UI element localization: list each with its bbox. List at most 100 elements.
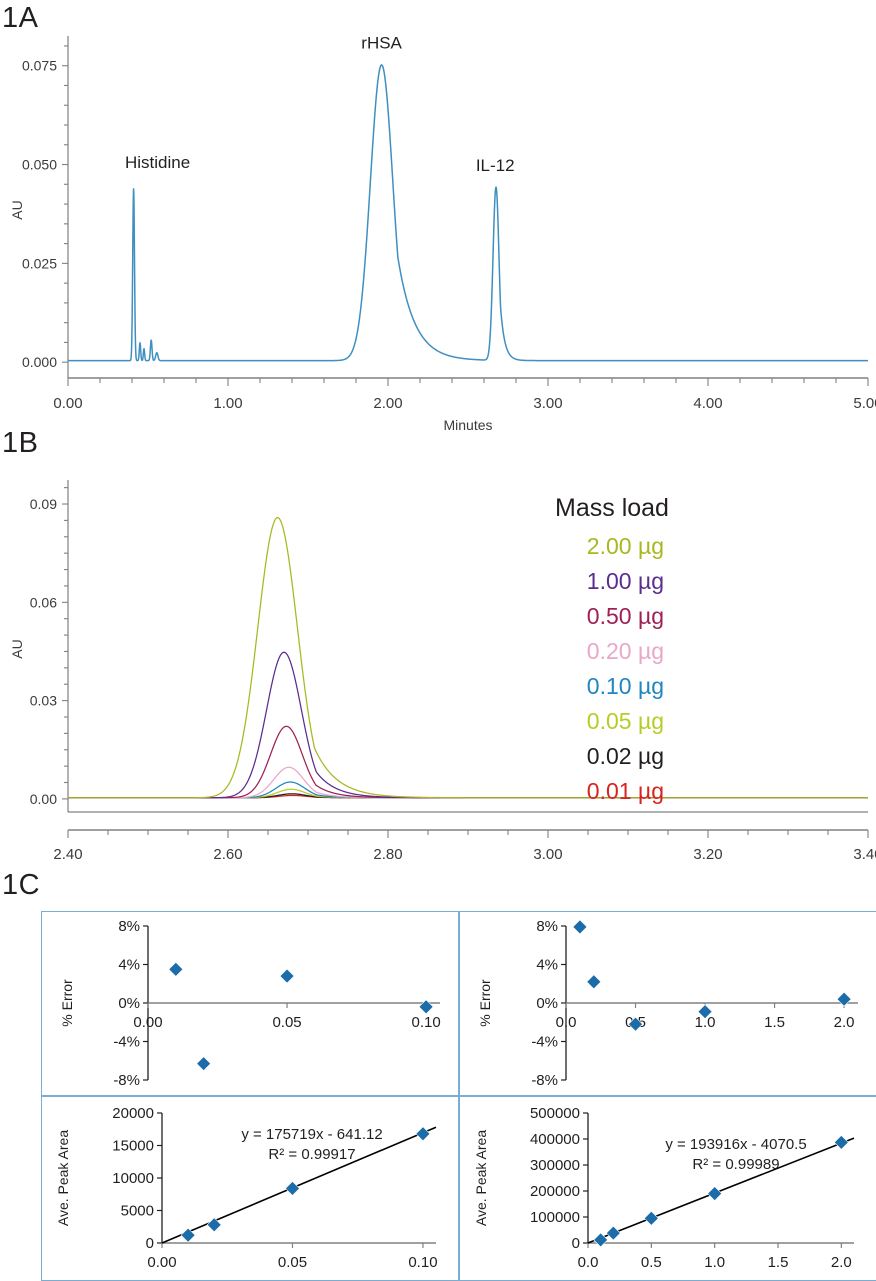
y-tick-label: 8% xyxy=(119,918,141,935)
x-tick-label: 0.0 xyxy=(555,1014,576,1031)
data-point-marker xyxy=(593,1232,607,1246)
y-tick-label: 0 xyxy=(146,1235,154,1252)
legend-item-0: 2.00 µg xyxy=(587,533,664,559)
x-tick-label-1a: 1.00 xyxy=(213,395,242,412)
x-tick-label: 0.05 xyxy=(273,1014,302,1031)
peak-label-histidine: Histidine xyxy=(125,153,190,172)
x-tick-label-1a: 3.00 xyxy=(533,395,562,412)
trendline xyxy=(162,1127,436,1243)
data-point-marker xyxy=(280,969,294,983)
data-point-marker xyxy=(834,1135,848,1149)
x-tick-label: 2.0 xyxy=(830,1254,851,1271)
x-tick-label: 2.0 xyxy=(833,1014,854,1031)
y-axis-title: % Error xyxy=(477,979,493,1027)
x-tick-label-1a: 0.00 xyxy=(53,395,82,412)
y-tick-label-1a: 0.050 xyxy=(22,157,57,173)
y-tick-label: 200000 xyxy=(529,1183,579,1200)
y-tick-label-1b: 0.06 xyxy=(30,594,57,610)
legend-item-2: 0.50 µg xyxy=(587,603,664,629)
trace-0-20--g xyxy=(68,767,868,797)
data-point-marker xyxy=(586,975,600,989)
y-tick-label: 10000 xyxy=(113,1170,155,1187)
data-point-marker xyxy=(207,1217,221,1231)
x-axis-title-1b: Minutes xyxy=(443,867,492,870)
x-tick-label: 1.5 xyxy=(767,1254,788,1271)
y-tick-label: 400000 xyxy=(529,1131,579,1148)
trace-2-00--g xyxy=(68,518,868,798)
y-tick-label-1a: 0.075 xyxy=(22,58,57,74)
y-tick-label-1b: 0.03 xyxy=(30,693,57,709)
r-squared-label: R² = 0.99989 xyxy=(692,1156,779,1173)
y-tick-label: 20000 xyxy=(113,1105,155,1122)
chromatogram-trace-1a xyxy=(68,65,868,361)
regression-equation: y = 175719x - 641.12 xyxy=(242,1126,383,1143)
y-tick-label: 4% xyxy=(119,957,141,974)
x-tick-label-1b: 2.60 xyxy=(213,846,242,863)
x-tick-label-1a: 5.00 xyxy=(853,395,876,412)
x-tick-label: 0.00 xyxy=(134,1014,163,1031)
peak-label-rhsa: rHSA xyxy=(361,34,402,53)
x-tick-label: 0.00 xyxy=(148,1254,177,1271)
data-point-marker xyxy=(707,1186,721,1200)
y-tick-label: 15000 xyxy=(113,1137,155,1154)
x-tick-label: 0.5 xyxy=(640,1254,661,1271)
y-tick-label: 100000 xyxy=(529,1209,579,1226)
x-tick-label-1b: 3.20 xyxy=(693,846,722,863)
data-point-marker xyxy=(644,1211,658,1225)
trace-1-00--g xyxy=(68,652,868,797)
x-tick-label-1a: 2.00 xyxy=(373,395,402,412)
legend-item-6: 0.02 µg xyxy=(587,743,664,769)
panel-label-1c: 1C xyxy=(2,869,40,902)
y-tick-label: -8% xyxy=(531,1072,558,1089)
legend-item-3: 0.20 µg xyxy=(587,638,664,664)
data-point-marker xyxy=(606,1226,620,1240)
y-tick-label: 0% xyxy=(536,995,558,1012)
y-tick-label-1a: 0.000 xyxy=(22,354,57,370)
y-tick-label: 8% xyxy=(536,918,558,935)
trace-0-05--g xyxy=(68,789,868,798)
x-axis-title: IL-12 Mass Load (µg) xyxy=(233,1278,366,1280)
r-squared-label: R² = 0.99917 xyxy=(269,1146,356,1163)
y-axis-title: Ave. Peak Area xyxy=(473,1129,489,1225)
trendline xyxy=(588,1138,854,1243)
y-tick-label: 500000 xyxy=(529,1105,579,1122)
y-tick-label: 300000 xyxy=(529,1157,579,1174)
x-tick-label: 0.10 xyxy=(409,1254,438,1271)
data-point-marker xyxy=(837,992,851,1006)
trace-0-10--g xyxy=(68,782,868,798)
y-axis-title: % Error xyxy=(59,979,75,1027)
data-point-marker xyxy=(286,1181,300,1195)
peak-label-il-12: IL-12 xyxy=(476,156,515,175)
trace-0-50--g xyxy=(68,726,868,797)
x-tick-label: 0.10 xyxy=(412,1014,441,1031)
y-axis-title-1a: AU xyxy=(9,200,25,219)
legend-item-7: 0.01 µg xyxy=(587,778,664,804)
legend-item-1: 1.00 µg xyxy=(587,568,664,594)
y-tick-label-1b: 0.09 xyxy=(30,496,57,512)
data-point-marker xyxy=(416,1126,430,1140)
x-tick-label-1b: 2.40 xyxy=(53,846,82,863)
legend-title-1b: Mass load xyxy=(555,494,669,522)
legend-item-4: 0.10 µg xyxy=(587,673,664,699)
x-axis-title-1a: Minutes xyxy=(443,417,492,430)
regression-equation: y = 193916x - 4070.5 xyxy=(665,1136,806,1153)
x-tick-label: 0.05 xyxy=(278,1254,307,1271)
y-tick-label: -4% xyxy=(531,1034,558,1051)
x-tick-label: 0.0 xyxy=(577,1254,598,1271)
data-point-marker xyxy=(419,1000,433,1014)
y-tick-label-1b: 0.00 xyxy=(30,791,57,807)
y-axis-title: Ave. Peak Area xyxy=(55,1129,71,1225)
x-tick-label: 1.0 xyxy=(704,1254,725,1271)
x-tick-label-1b: 2.80 xyxy=(373,846,402,863)
